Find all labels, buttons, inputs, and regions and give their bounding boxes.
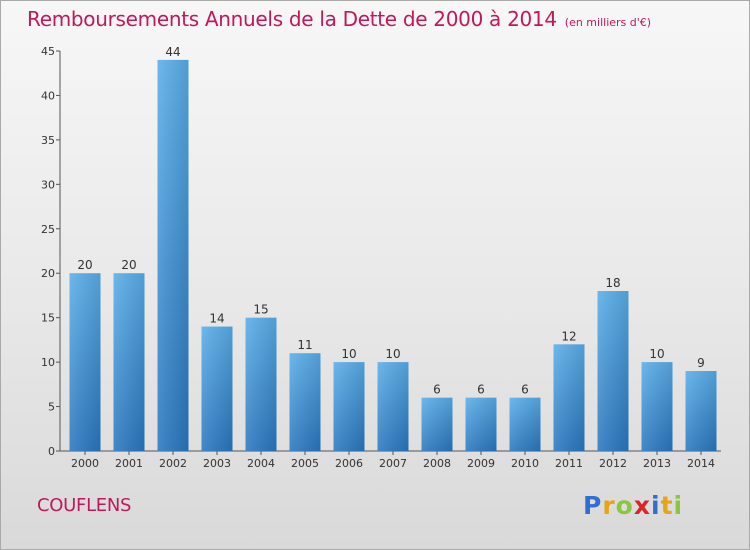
data-label-2003: 14 <box>209 312 224 326</box>
x-tick-label-2009: 2009 <box>467 457 495 470</box>
x-tick-label-2014: 2014 <box>687 457 715 470</box>
x-tick-label-2012: 2012 <box>599 457 627 470</box>
chart-title: Remboursements Annuels de la Dette de 20… <box>27 7 651 31</box>
y-tick-label: 5 <box>48 401 55 414</box>
bar-shade-2006 <box>333 362 365 451</box>
chart-title-text: Remboursements Annuels de la Dette de 20… <box>27 7 557 31</box>
chart-unit: (en milliers d'€) <box>564 16 652 29</box>
logo-letter: i <box>673 491 684 520</box>
x-tick-label-2006: 2006 <box>335 457 363 470</box>
data-label-2014: 9 <box>697 356 705 370</box>
bar-shade-2004 <box>245 317 277 451</box>
bar-shade-2013 <box>641 362 673 451</box>
bar-shade-2002 <box>157 59 189 452</box>
data-label-2004: 15 <box>253 303 268 317</box>
data-label-2009: 6 <box>477 383 485 397</box>
logo-letter: t <box>660 491 674 520</box>
logo-letter: x <box>633 491 651 520</box>
y-tick-label: 40 <box>41 89 55 102</box>
x-tick-label-2002: 2002 <box>159 457 187 470</box>
logo-letter: i <box>651 491 661 520</box>
data-label-2010: 6 <box>521 383 529 397</box>
place-name: COUFLENS <box>37 495 132 516</box>
x-tick-label-2013: 2013 <box>643 457 671 470</box>
y-tick-label: 35 <box>41 134 55 147</box>
bar-shade-2014 <box>685 371 717 451</box>
x-tick-label-2001: 2001 <box>115 457 143 470</box>
y-tick-label: 15 <box>41 312 55 325</box>
y-tick-label: 20 <box>41 267 55 280</box>
y-tick-label: 25 <box>41 223 55 236</box>
x-tick-label-2000: 2000 <box>71 457 99 470</box>
y-tick-label: 0 <box>48 445 55 458</box>
bar-shade-2009 <box>465 397 497 451</box>
bar-shade-2000 <box>69 273 101 451</box>
data-label-2012: 18 <box>605 276 620 290</box>
bar-shade-2010 <box>509 397 541 451</box>
data-label-2007: 10 <box>385 347 400 361</box>
data-label-2008: 6 <box>433 383 441 397</box>
bar-shade-2005 <box>289 353 321 451</box>
logo-letter: r <box>602 491 616 520</box>
bar-shade-2007 <box>377 362 409 451</box>
x-tick-label-2011: 2011 <box>555 457 583 470</box>
bar-shade-2008 <box>421 397 453 451</box>
proxiti-logo: Proxiti <box>583 491 683 520</box>
data-label-2011: 12 <box>561 329 576 343</box>
y-tick-label: 30 <box>41 178 55 191</box>
data-label-2006: 10 <box>341 347 356 361</box>
bar-shade-2012 <box>597 291 629 451</box>
x-tick-label-2010: 2010 <box>511 457 539 470</box>
logo-letter: o <box>615 491 634 520</box>
x-tick-label-2005: 2005 <box>291 457 319 470</box>
y-tick-label: 45 <box>41 45 55 58</box>
x-tick-label-2004: 2004 <box>247 457 275 470</box>
data-label-2005: 11 <box>297 338 312 352</box>
x-tick-label-2008: 2008 <box>423 457 451 470</box>
bar-shade-2011 <box>553 344 585 451</box>
data-label-2001: 20 <box>121 258 136 272</box>
data-label-2013: 10 <box>649 347 664 361</box>
bar-shade-2001 <box>113 273 145 451</box>
x-tick-label-2003: 2003 <box>203 457 231 470</box>
data-label-2000: 20 <box>77 258 92 272</box>
y-tick-label: 10 <box>41 356 55 369</box>
bar-shade-2003 <box>201 326 233 451</box>
data-label-2002: 44 <box>165 45 180 59</box>
x-tick-label-2007: 2007 <box>379 457 407 470</box>
logo-letter: P <box>583 491 603 520</box>
